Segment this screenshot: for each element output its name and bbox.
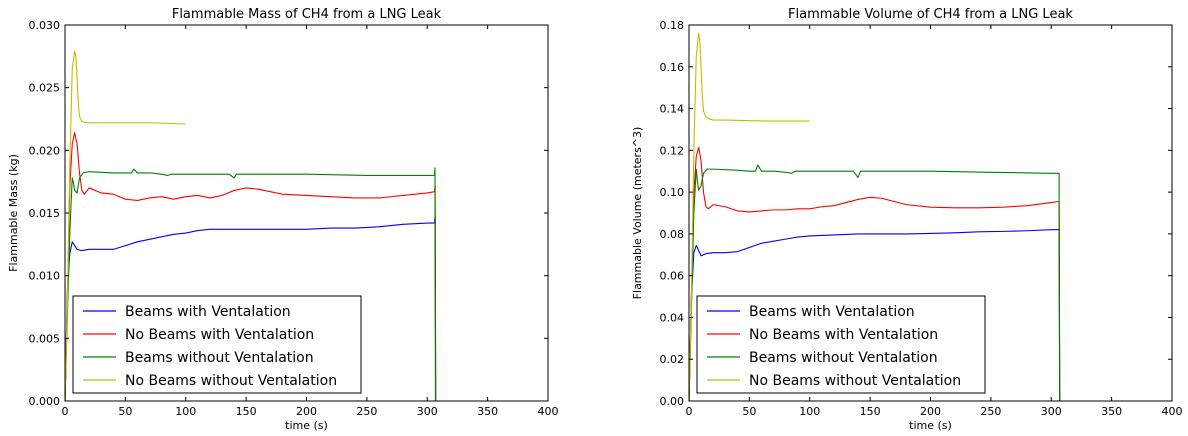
chart-2-xtick-label: 100 (799, 405, 820, 418)
chart-1-xtick-label: 200 (296, 405, 317, 418)
chart-1-legend-label-3: Beams without Ventalation (125, 350, 314, 366)
chart-2: 0 50 100 150 200 250 300 350 400 0.00 0.02 0.04 0.06… (631, 7, 1183, 432)
chart-2-series-line-2 (689, 146, 1061, 401)
chart-1-legend-box (72, 295, 362, 394)
chart-2-ylabel: Flammable Volume (meters^3) (631, 127, 644, 300)
chart-2-xtick-label: 50 (742, 405, 756, 418)
chart-1-xtick-label: 300 (417, 405, 438, 418)
chart-1-ytick-label: 0.005 (29, 332, 61, 345)
chart-2-series-line-1 (689, 229, 1133, 401)
chart-1-ytick-label: 0.000 (29, 395, 61, 408)
chart-2-ytick-label: 0.04 (660, 311, 685, 324)
chart-2-xlabel: time (s) (909, 419, 952, 432)
chart-2-ytick-label: 0.12 (660, 144, 685, 157)
chart-1-legend: Beams with Ventalation No Beams with Vent… (72, 295, 362, 394)
chart-1-xtick-label: 350 (477, 405, 498, 418)
chart-2-xtick-label: 0 (686, 405, 693, 418)
chart-2-ytick-label: 0.10 (660, 186, 685, 199)
chart-2-xtick-label: 150 (860, 405, 881, 418)
chart-1-xtick-label: 100 (175, 405, 196, 418)
chart-1-ytick-label: 0.030 (29, 19, 61, 32)
chart-2-legend-label-4: No Beams without Ventalation (749, 373, 961, 389)
chart-2-series-line-4 (689, 32, 810, 401)
chart-2-ytick-label: 0.18 (660, 19, 685, 32)
chart-2-ytick-label: 0.08 (660, 228, 685, 241)
chart-1-legend-label-4: No Beams without Ventalation (125, 373, 337, 389)
chart-2-xtick-label: 200 (920, 405, 941, 418)
chart-2-ytick-label: 0.02 (660, 353, 685, 366)
chart-1-xtick-label: 0 (62, 405, 69, 418)
chart-1-ytick-label: 0.025 (29, 82, 61, 95)
chart-1-series-line-1 (65, 214, 509, 401)
chart-1-title: Flammable Mass of CH4 from a LNG Leak (172, 7, 442, 22)
chart-1-ytick-label: 0.020 (29, 144, 61, 157)
chart-2-ytick-label: 0.14 (660, 103, 685, 116)
chart-1-legend-label-1: Beams with Ventalation (125, 304, 291, 320)
chart-1-ytick-label: 0.015 (29, 207, 61, 220)
chart-2-series-group (689, 32, 1133, 401)
chart-1-series-line-3 (65, 167, 509, 401)
chart-1: 0 50 100 150 200 250 300 350 400 0.000 0.005 0.010 0… (7, 7, 559, 432)
chart-2-ytick-label: 0.16 (660, 61, 685, 74)
chart-2-ytick-label: 0.00 (660, 395, 685, 408)
chart-1-series-line-4 (65, 50, 186, 401)
chart-2-legend-label-1: Beams with Ventalation (749, 304, 915, 320)
chart-2-xtick-label: 300 (1041, 405, 1062, 418)
chart-2-legend-box (696, 295, 986, 394)
chart-2-legend: Beams with Ventalation No Beams with Vent… (696, 295, 986, 394)
chart-1-series-line-2 (65, 132, 437, 401)
chart-2-xtick-label: 350 (1101, 405, 1122, 418)
chart-1-xtick-label: 400 (538, 405, 559, 418)
chart-1-series-group (65, 50, 509, 401)
chart-1-ylabel: Flammable Mass (kg) (7, 154, 20, 272)
chart-2-xtick-label: 400 (1162, 405, 1183, 418)
chart-2-xtick-label: 250 (980, 405, 1001, 418)
chart-2-ytick-label: 0.06 (660, 270, 685, 283)
chart-1-xtick-label: 250 (356, 405, 377, 418)
chart-1-xtick-label: 150 (236, 405, 257, 418)
chart-2-legend-label-3: Beams without Ventalation (749, 350, 938, 366)
chart-2-legend-label-2: No Beams with Ventalation (749, 327, 938, 343)
chart-2-series-line-3 (689, 164, 1133, 401)
chart-2-title: Flammable Volume of CH4 from a LNG Leak (788, 7, 1073, 22)
chart-1-xtick-label: 50 (118, 405, 132, 418)
chart-1-xlabel: time (s) (285, 419, 328, 432)
chart-1-legend-label-2: No Beams with Ventalation (125, 327, 314, 343)
chart-1-ytick-label: 0.010 (29, 270, 61, 283)
